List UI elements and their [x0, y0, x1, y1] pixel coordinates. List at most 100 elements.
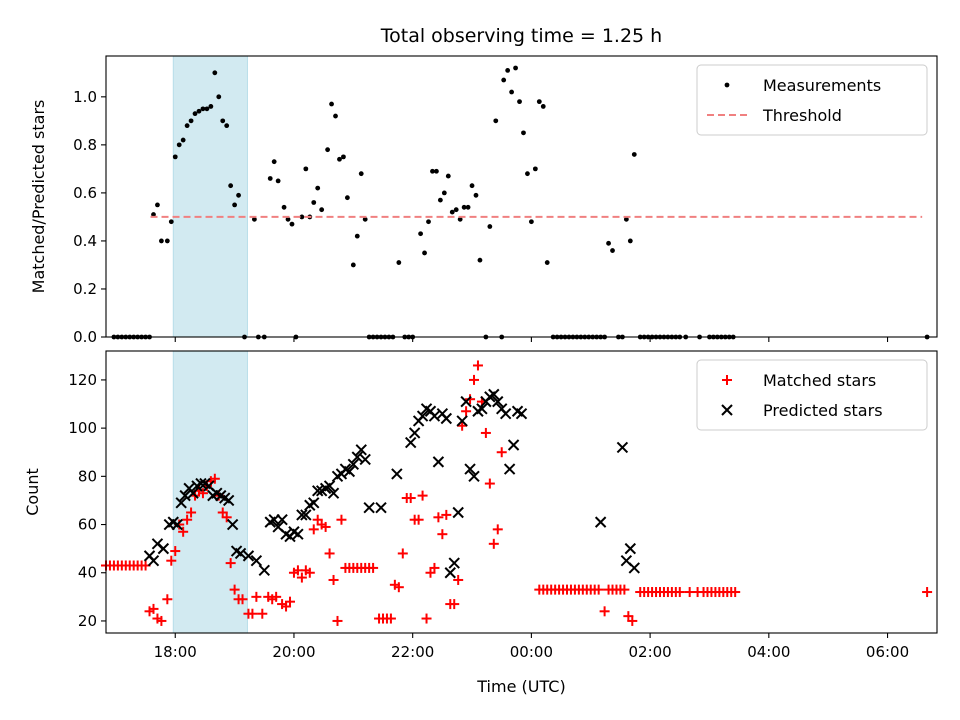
data-point: [492, 395, 504, 408]
data-point: [469, 374, 480, 385]
data-point: [308, 524, 319, 535]
highlight-band: [172, 55, 248, 338]
data-point: [623, 216, 629, 222]
y-tick-label: 100: [68, 419, 97, 437]
data-point: [484, 478, 495, 489]
x-tick-label: 06:00: [866, 643, 909, 661]
data-point: [730, 587, 741, 598]
data-point: [354, 233, 360, 239]
data-point: [616, 441, 629, 454]
data-point: [359, 453, 371, 466]
data-point: [147, 554, 160, 567]
data-point: [192, 111, 198, 117]
data-point: [333, 113, 338, 119]
data-point: [468, 470, 480, 483]
x-tick-label: 02:00: [628, 643, 671, 661]
data-point: [465, 394, 476, 405]
data-point: [329, 101, 334, 107]
top-y-axis: 0.0 0.2 0.4 0.6 0.8 1.0: [73, 88, 106, 346]
top-legend: Measurements Threshold: [696, 64, 928, 136]
data-point: [465, 204, 471, 210]
data-point: [341, 154, 346, 160]
data-point: [188, 118, 194, 124]
data-point: [599, 606, 610, 617]
data-point: [631, 152, 637, 157]
data-point: [457, 420, 468, 431]
y-tick-label: 80: [78, 467, 97, 485]
data-point: [421, 613, 432, 624]
data-point: [224, 123, 230, 129]
data-point: [496, 447, 507, 458]
data-point: [176, 142, 182, 148]
data-point: [299, 214, 305, 220]
data-point: [350, 262, 356, 268]
x-tick-label: 18:00: [154, 643, 197, 661]
data-point: [627, 615, 638, 626]
data-point: [405, 493, 416, 504]
data-point: [296, 572, 307, 583]
data-point: [175, 497, 187, 509]
data-point: [528, 219, 534, 225]
top-y-axis-label: Matched/Predicted stars: [29, 100, 48, 294]
data-point: [159, 238, 164, 244]
data-point: [460, 395, 472, 408]
data-point: [501, 77, 507, 83]
legend-label: Predicted stars: [763, 401, 883, 420]
data-point: [222, 494, 235, 507]
data-point: [151, 212, 156, 217]
data-point: [437, 529, 448, 540]
data-point: [178, 526, 189, 537]
data-point: [237, 594, 248, 605]
data-point: [487, 224, 493, 229]
data-point: [267, 176, 273, 181]
bottom-legend: Matched stars Predicted stars: [696, 359, 928, 431]
data-point: [521, 130, 526, 136]
data-point: [182, 514, 193, 525]
data-point: [184, 123, 190, 129]
data-point: [296, 509, 308, 521]
data-point: [247, 608, 258, 619]
y-tick-label: 120: [68, 371, 97, 389]
data-point: [440, 412, 453, 425]
data-point: [324, 548, 335, 559]
data-point: [674, 587, 685, 598]
data-point: [513, 65, 518, 71]
data-point: [426, 219, 431, 225]
data-point: [337, 156, 342, 162]
data-point: [396, 260, 402, 265]
data-point: [453, 207, 459, 213]
data-point: [303, 166, 309, 172]
data-point: [488, 538, 499, 549]
data-point: [457, 216, 463, 222]
data-point: [469, 183, 475, 189]
data-point: [148, 603, 159, 614]
data-point: [312, 485, 324, 497]
data-point: [532, 166, 538, 172]
data-point: [220, 118, 226, 124]
data-point: [417, 490, 428, 501]
data-point: [418, 231, 423, 237]
y-tick-label: 60: [78, 516, 97, 534]
data-point: [242, 550, 255, 562]
data-point: [197, 488, 208, 499]
y-tick-label: 0.6: [73, 184, 97, 202]
panel-counts: 20 40 60 80 100 120 18:00 20:00 22:00 00:00 02:00…: [23, 350, 938, 696]
data-point: [187, 487, 199, 499]
legend-box: [696, 359, 928, 431]
data-point: [368, 562, 379, 573]
y-tick-label: 0.0: [73, 328, 97, 346]
data-point: [525, 171, 530, 177]
y-tick-label: 40: [78, 564, 97, 582]
data-point: [229, 584, 240, 595]
data-point: [285, 596, 296, 607]
data-point: [250, 554, 263, 567]
data-point: [397, 548, 408, 559]
data-point: [432, 456, 445, 468]
data-point: [251, 591, 262, 602]
data-point: [408, 427, 421, 439]
y-tick-label: 1.0: [73, 88, 97, 106]
series-matched-stars: [101, 360, 933, 626]
data-point: [166, 555, 177, 566]
data-point: [164, 238, 170, 244]
